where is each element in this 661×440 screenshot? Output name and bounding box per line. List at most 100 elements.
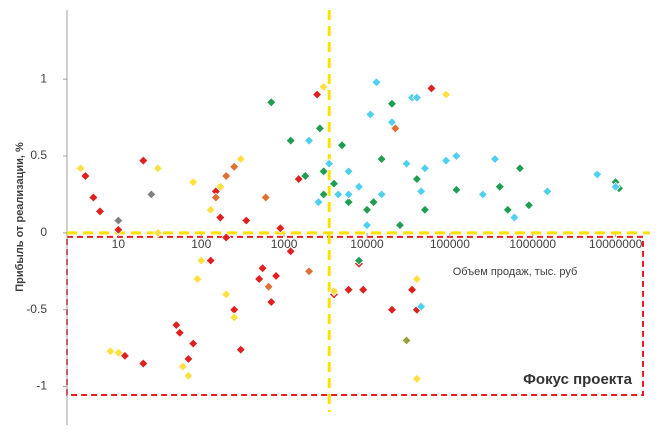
x-tick-label: 1000000 <box>509 237 556 251</box>
point <box>94 206 106 217</box>
point <box>401 335 412 346</box>
point <box>113 347 124 358</box>
point <box>229 312 240 323</box>
point <box>419 163 430 174</box>
point <box>489 154 501 165</box>
point <box>328 286 340 297</box>
point <box>266 296 277 308</box>
point <box>494 181 505 192</box>
x-tick-label: 10000000 <box>589 237 643 251</box>
y-tick-label: 1 <box>40 71 47 85</box>
point <box>358 284 369 295</box>
point <box>343 197 354 208</box>
point <box>371 77 382 88</box>
point <box>241 215 252 226</box>
x-tick-label: 10000 <box>350 237 384 251</box>
point <box>477 189 488 200</box>
point <box>215 212 226 223</box>
x-tick-label: 10 <box>112 237 126 251</box>
point <box>426 83 437 94</box>
point <box>353 181 365 192</box>
point <box>196 255 207 266</box>
point <box>188 338 199 349</box>
point <box>416 186 427 197</box>
point <box>386 304 398 315</box>
point <box>407 284 418 295</box>
x-tick-label: 100 <box>191 237 211 251</box>
point <box>441 155 452 166</box>
point <box>343 284 354 295</box>
point <box>257 263 268 274</box>
point <box>411 273 422 285</box>
point <box>390 123 401 134</box>
point <box>263 281 274 292</box>
point <box>266 97 277 108</box>
point <box>254 273 265 285</box>
point <box>177 361 188 372</box>
point <box>152 227 163 238</box>
point <box>502 204 513 215</box>
point <box>171 320 182 331</box>
point <box>416 301 427 312</box>
point <box>411 373 422 384</box>
point <box>75 163 86 174</box>
point <box>386 117 398 128</box>
y-tick-label: -0.5 <box>26 302 47 316</box>
point <box>183 370 194 381</box>
point <box>285 135 296 146</box>
point <box>88 192 99 203</box>
point <box>394 220 406 231</box>
point <box>260 192 271 203</box>
point <box>343 189 354 200</box>
point <box>119 350 130 361</box>
point <box>80 170 91 182</box>
point <box>361 204 373 215</box>
point <box>312 89 323 100</box>
point <box>271 270 282 281</box>
point <box>285 246 296 257</box>
point <box>333 189 344 200</box>
point <box>365 109 376 120</box>
point <box>542 186 553 197</box>
point <box>152 163 163 174</box>
point <box>318 189 329 200</box>
point <box>174 327 185 338</box>
point <box>183 353 194 364</box>
point <box>221 232 232 243</box>
focus-label: Фокус проекта <box>523 371 633 388</box>
point <box>210 192 221 203</box>
point <box>138 155 149 166</box>
point <box>376 154 387 165</box>
point <box>441 89 452 100</box>
point <box>235 154 246 165</box>
point <box>318 81 329 92</box>
point <box>376 189 387 200</box>
x-axis-title: Объем продаж, тыс. руб <box>453 266 578 278</box>
point <box>235 344 246 355</box>
point <box>146 189 157 200</box>
point <box>386 98 398 109</box>
point <box>313 197 324 208</box>
point <box>303 135 315 146</box>
point <box>221 170 232 182</box>
point <box>113 224 124 235</box>
x-tick-label: 100000 <box>430 237 470 251</box>
point <box>451 184 462 195</box>
point <box>401 158 412 169</box>
point <box>275 223 286 234</box>
point <box>523 200 535 211</box>
point <box>343 166 354 177</box>
point <box>215 181 226 192</box>
point <box>138 358 149 369</box>
point <box>229 161 240 172</box>
point <box>361 220 373 231</box>
point <box>113 215 124 226</box>
point <box>328 178 340 189</box>
point <box>353 255 365 266</box>
point <box>411 174 422 185</box>
focus-box <box>66 235 644 396</box>
point <box>592 169 603 180</box>
point <box>221 289 232 300</box>
point <box>324 158 335 169</box>
